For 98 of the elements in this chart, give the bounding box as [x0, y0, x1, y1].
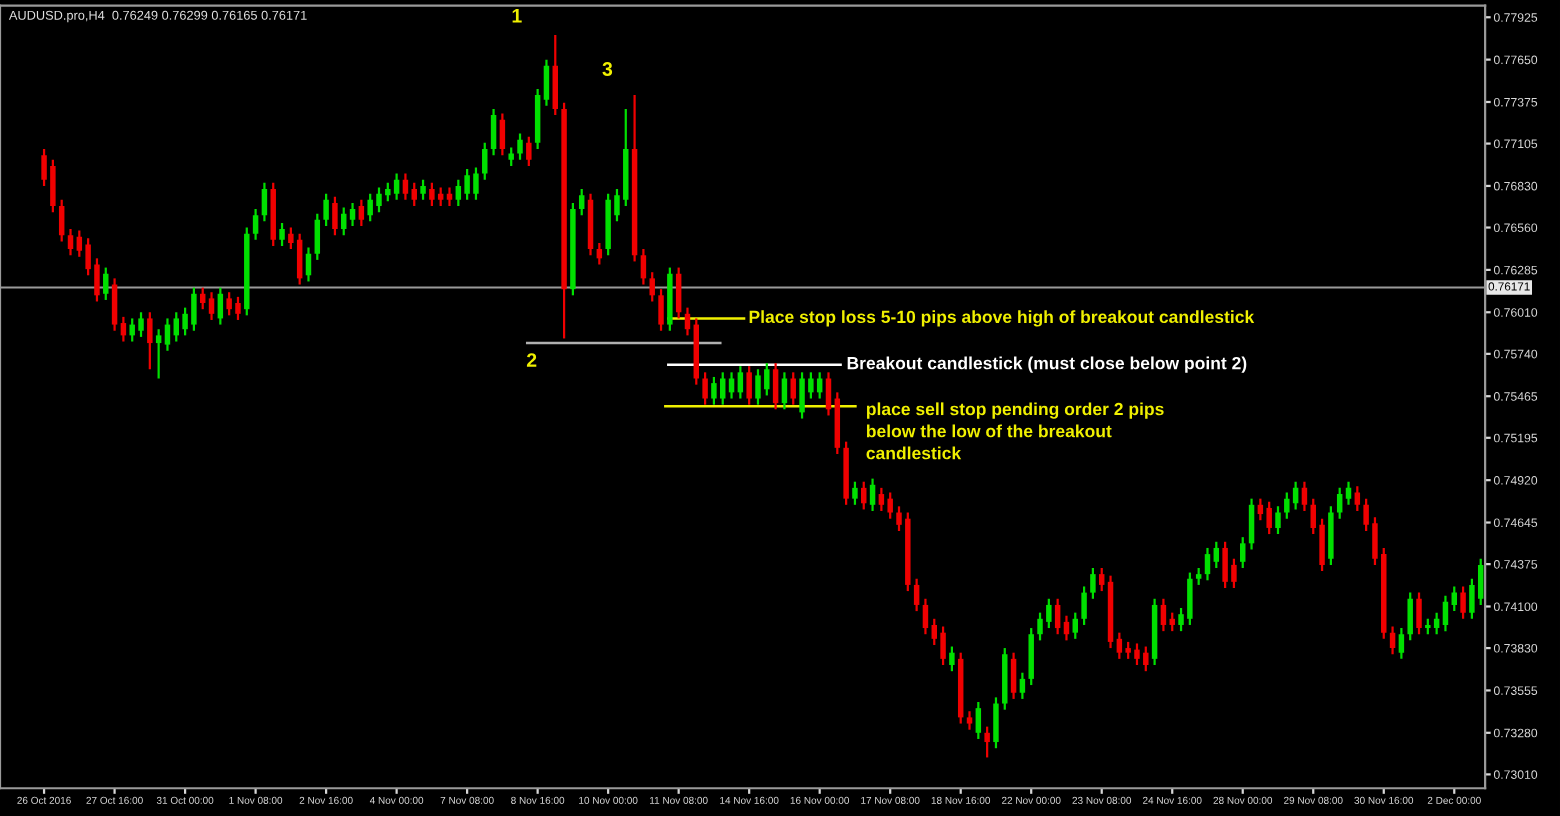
candlestick	[649, 271, 655, 303]
candlestick	[120, 315, 127, 343]
candlestick	[702, 371, 708, 406]
candlestick	[781, 371, 788, 411]
candlestick	[1213, 540, 1220, 570]
candlestick	[332, 195, 338, 237]
candlestick	[402, 172, 409, 201]
candlestick	[984, 725, 990, 759]
annotation: 2	[526, 353, 537, 367]
candlestick	[314, 212, 321, 261]
candlestick	[1072, 611, 1079, 640]
candlestick	[261, 181, 268, 223]
candlestick	[640, 247, 647, 286]
candlestick	[949, 645, 955, 673]
candlestick	[1081, 585, 1087, 627]
candlestick	[155, 328, 162, 380]
candlestick	[534, 87, 541, 151]
candlestick	[296, 232, 303, 286]
candlestick	[482, 141, 488, 181]
candlestick	[1240, 536, 1246, 570]
candlestick	[1169, 611, 1175, 633]
candlestick	[975, 700, 982, 741]
candlestick	[552, 33, 558, 117]
candlestick	[913, 577, 920, 613]
ref-line-label: Breakout candlestick (must close below point 2)	[847, 356, 1247, 373]
candlestick	[526, 135, 532, 168]
candlestick	[1248, 497, 1255, 551]
candlestick	[499, 112, 506, 157]
candlestick	[746, 365, 752, 406]
candlestick	[966, 710, 973, 731]
candlestick	[852, 480, 858, 506]
candlestick	[816, 371, 823, 400]
candlestick	[940, 625, 946, 667]
candlestick	[922, 597, 929, 636]
candlestick	[111, 277, 118, 332]
candlestick	[1116, 631, 1123, 660]
ref-line-label: Place stop loss 5-10 pips above high of breakout candlestick	[749, 310, 1255, 327]
candlestick	[58, 198, 65, 243]
ref-line-label: place sell stop pending order 2 pips below the low of the breakout candlestick	[866, 402, 1164, 460]
candlestick	[1460, 585, 1466, 620]
annotation: 1	[512, 9, 522, 23]
candlestick	[1451, 585, 1457, 613]
candlestick	[1442, 594, 1449, 633]
candlestick	[1098, 566, 1105, 593]
candlestick	[1019, 671, 1026, 701]
candlestick	[147, 311, 153, 371]
candlestick	[993, 696, 999, 750]
candlestick	[1301, 480, 1308, 513]
candlestick	[208, 291, 215, 322]
candlestick	[67, 227, 74, 257]
candlestick	[393, 172, 400, 201]
candlestick	[358, 198, 365, 228]
candlestick	[164, 317, 171, 352]
candlestick	[1204, 546, 1211, 582]
candlestick	[878, 486, 885, 513]
candlestick	[173, 311, 180, 343]
candlestick	[1090, 566, 1096, 600]
candlestick	[825, 371, 832, 417]
candlestick	[711, 375, 717, 406]
candlestick	[517, 132, 523, 161]
candlestick	[1416, 591, 1422, 636]
candlestick	[1398, 626, 1405, 660]
candlestick	[658, 288, 664, 332]
candlestick	[1054, 597, 1061, 636]
candlestick	[323, 192, 329, 228]
candlestick	[1063, 614, 1070, 642]
candlestick	[1284, 491, 1290, 520]
candlestick	[1266, 500, 1272, 536]
candlestick	[772, 361, 779, 411]
candlestick	[429, 181, 435, 208]
candlestick	[728, 371, 735, 400]
candlestick	[578, 187, 585, 217]
candlestick	[420, 178, 426, 201]
candlestick	[490, 107, 497, 157]
candlestick	[411, 181, 417, 208]
candlestick	[869, 477, 876, 513]
candlestick	[737, 365, 744, 400]
candlestick	[1010, 651, 1017, 701]
candlestick	[1275, 505, 1281, 536]
candlestick	[675, 266, 682, 320]
candlestick	[1160, 597, 1167, 633]
candlestick	[1477, 557, 1484, 607]
candlestick	[508, 146, 514, 168]
candlestick	[1336, 486, 1343, 520]
candlestick	[349, 201, 356, 228]
candlestick	[543, 58, 550, 107]
candlestick	[1328, 505, 1334, 566]
annotation: 3	[602, 62, 613, 76]
candlestick	[790, 371, 796, 406]
candlestick	[252, 207, 259, 241]
candlestick	[455, 178, 462, 208]
candlestick	[279, 221, 285, 248]
candlestick	[103, 266, 109, 302]
candlestick	[1028, 626, 1034, 687]
candlestick	[1345, 480, 1352, 506]
candlestick	[887, 491, 893, 520]
candlestick	[1407, 591, 1413, 642]
candlestick	[1354, 485, 1361, 513]
